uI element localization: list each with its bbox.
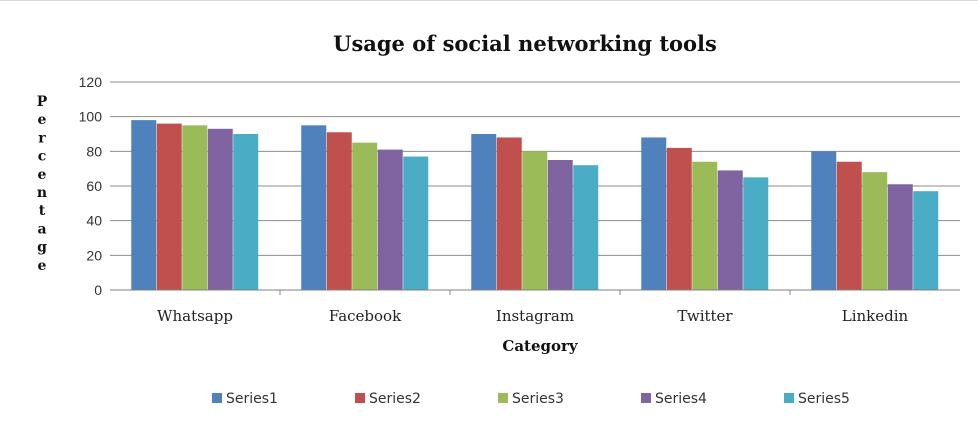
bar-series3-facebook <box>352 142 378 290</box>
y-axis-label-letter: e <box>38 112 47 128</box>
x-tick-label: Facebook <box>329 307 402 325</box>
y-tick-label: 100 <box>79 109 103 125</box>
y-axis-ticks: 0 20 40 60 80 100 120 <box>79 74 103 298</box>
bar-series5-facebook <box>403 156 429 290</box>
legend-swatch <box>355 393 365 403</box>
bar-series5-twitter <box>743 177 769 290</box>
x-axis-ticks: Whatsapp Facebook Instagram Twitter Linkedin <box>157 290 909 325</box>
x-axis-label: Category <box>502 337 579 355</box>
bar-series1-instagram <box>471 134 497 290</box>
bar-series2-whatsapp <box>156 123 182 290</box>
y-axis-label-letter: g <box>37 240 47 256</box>
chart-title: Usage of social networking tools <box>333 31 717 56</box>
bar-series2-instagram <box>496 137 522 290</box>
bar-series1-whatsapp <box>131 120 157 290</box>
bar-series4-facebook <box>377 149 403 290</box>
x-tick-label: Linkedin <box>842 307 909 325</box>
bar-series5-instagram <box>573 165 599 290</box>
bar-series3-whatsapp <box>182 125 208 290</box>
x-tick-label: Twitter <box>677 307 733 325</box>
bar-series4-linkedin <box>887 184 913 290</box>
legend-swatch <box>212 393 222 403</box>
legend-swatch <box>498 393 508 403</box>
legend-swatch <box>784 393 794 403</box>
bar-series3-linkedin <box>862 172 888 290</box>
legend-swatch <box>641 393 651 403</box>
y-axis-label-letter: e <box>38 167 47 183</box>
bar-series3-instagram <box>522 151 548 290</box>
y-tick-label: 40 <box>86 213 102 229</box>
legend-label: Series2 <box>369 391 421 407</box>
bar-series5-linkedin <box>913 191 939 290</box>
legend-label: Series3 <box>512 391 564 407</box>
y-axis-label-letter: c <box>38 149 47 165</box>
y-tick-label: 0 <box>94 282 102 298</box>
bar-series1-facebook <box>301 125 327 290</box>
y-tick-label: 60 <box>86 178 102 194</box>
y-tick-label: 80 <box>86 143 102 159</box>
y-axis-label-letter: t <box>39 203 46 219</box>
bar-series2-linkedin <box>836 161 862 290</box>
x-tick-label: Whatsapp <box>157 307 233 325</box>
bar-series2-twitter <box>666 147 692 290</box>
bar-series3-twitter <box>692 161 718 290</box>
legend-label: Series4 <box>655 391 707 407</box>
legend-label: Series1 <box>226 391 278 407</box>
bar-series4-whatsapp <box>207 128 233 290</box>
bar-series4-instagram <box>547 160 573 290</box>
y-axis-label-letter: P <box>37 94 48 110</box>
legend: Series1 Series2 Series3 Series4 Series5 <box>212 391 850 407</box>
legend-label: Series5 <box>798 391 850 407</box>
y-axis-label-letter: e <box>38 258 47 274</box>
x-tick-label: Instagram <box>496 307 574 325</box>
y-axis-label-letter: a <box>37 221 46 237</box>
bar-series1-twitter <box>641 137 667 290</box>
bar-series1-linkedin <box>811 151 837 290</box>
bar-series4-twitter <box>717 170 743 290</box>
bar-series5-whatsapp <box>233 134 259 290</box>
y-tick-label: 120 <box>79 74 103 90</box>
y-axis-label-letter: n <box>37 185 47 201</box>
y-axis-label-letter: r <box>38 130 46 146</box>
bars <box>131 120 939 290</box>
y-tick-label: 20 <box>86 247 102 263</box>
bar-series2-facebook <box>326 132 352 290</box>
